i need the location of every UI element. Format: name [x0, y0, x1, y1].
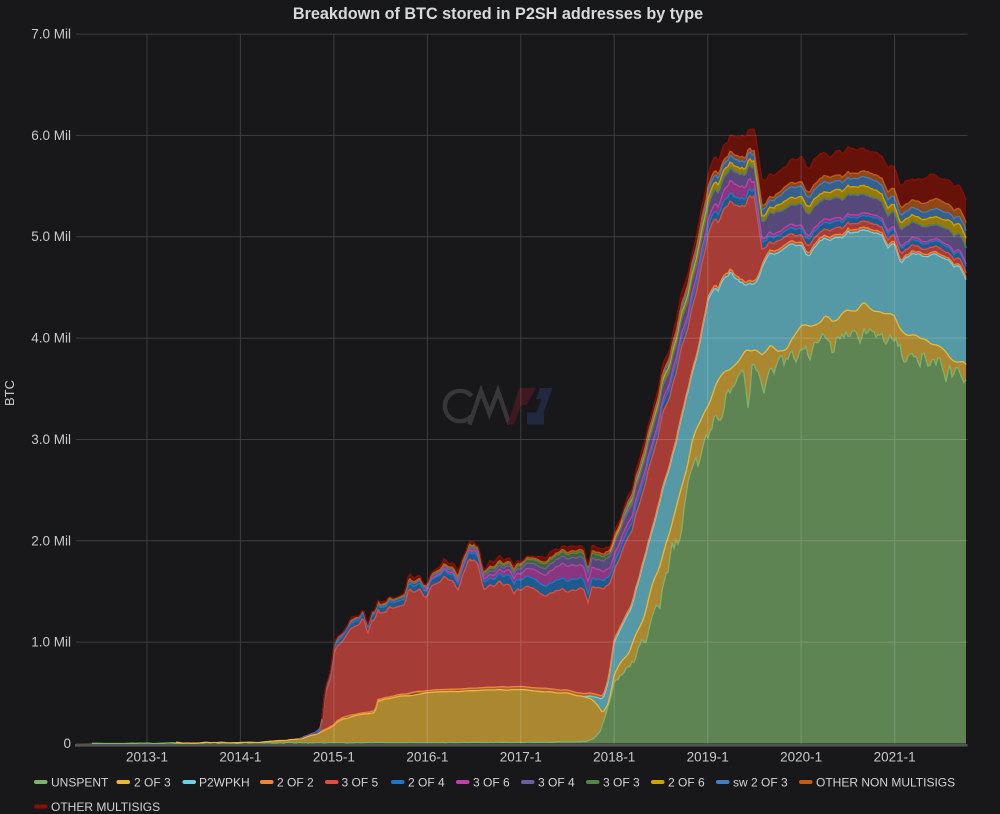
svg-text:2015-1: 2015-1 — [313, 750, 355, 765]
svg-text:6.0 Mil: 6.0 Mil — [31, 128, 71, 143]
svg-text:2 OF 6: 2 OF 6 — [668, 776, 705, 790]
svg-text:2016-1: 2016-1 — [406, 750, 448, 765]
svg-text:3 OF 4: 3 OF 4 — [538, 776, 575, 790]
svg-text:3.0 Mil: 3.0 Mil — [31, 432, 71, 447]
svg-text:2014-1: 2014-1 — [219, 750, 261, 765]
svg-text:3 OF 5: 3 OF 5 — [342, 776, 379, 790]
svg-text:2013-1: 2013-1 — [126, 750, 168, 765]
svg-text:BTC: BTC — [2, 380, 17, 406]
svg-text:P2WPKH: P2WPKH — [199, 776, 250, 790]
svg-text:2.0 Mil: 2.0 Mil — [31, 533, 71, 548]
svg-text:4.0 Mil: 4.0 Mil — [31, 331, 71, 346]
svg-text:2 OF 3: 2 OF 3 — [134, 776, 171, 790]
svg-text:UNSPENT: UNSPENT — [51, 776, 109, 790]
svg-text:OTHER NON MULTISIGS: OTHER NON MULTISIGS — [816, 776, 955, 790]
svg-text:sw 2 OF 3: sw 2 OF 3 — [733, 776, 788, 790]
svg-text:2 OF 2: 2 OF 2 — [277, 776, 314, 790]
svg-text:2021-1: 2021-1 — [874, 750, 916, 765]
svg-text:OTHER MULTISIGS: OTHER MULTISIGS — [51, 800, 160, 814]
svg-text:2018-1: 2018-1 — [593, 750, 635, 765]
svg-text:3 OF 3: 3 OF 3 — [603, 776, 640, 790]
svg-text:Breakdown of BTC stored in P2S: Breakdown of BTC stored in P2SH addresse… — [293, 5, 703, 23]
svg-text:2017-1: 2017-1 — [500, 750, 542, 765]
svg-text:3 OF 6: 3 OF 6 — [473, 776, 510, 790]
svg-text:5.0 Mil: 5.0 Mil — [31, 229, 71, 244]
svg-text:2020-1: 2020-1 — [780, 750, 822, 765]
svg-text:7.0 Mil: 7.0 Mil — [31, 27, 71, 42]
svg-text:0: 0 — [63, 736, 71, 751]
svg-text:2019-1: 2019-1 — [687, 750, 729, 765]
svg-text:1.0 Mil: 1.0 Mil — [31, 635, 71, 650]
svg-text:2 OF 4: 2 OF 4 — [408, 776, 445, 790]
